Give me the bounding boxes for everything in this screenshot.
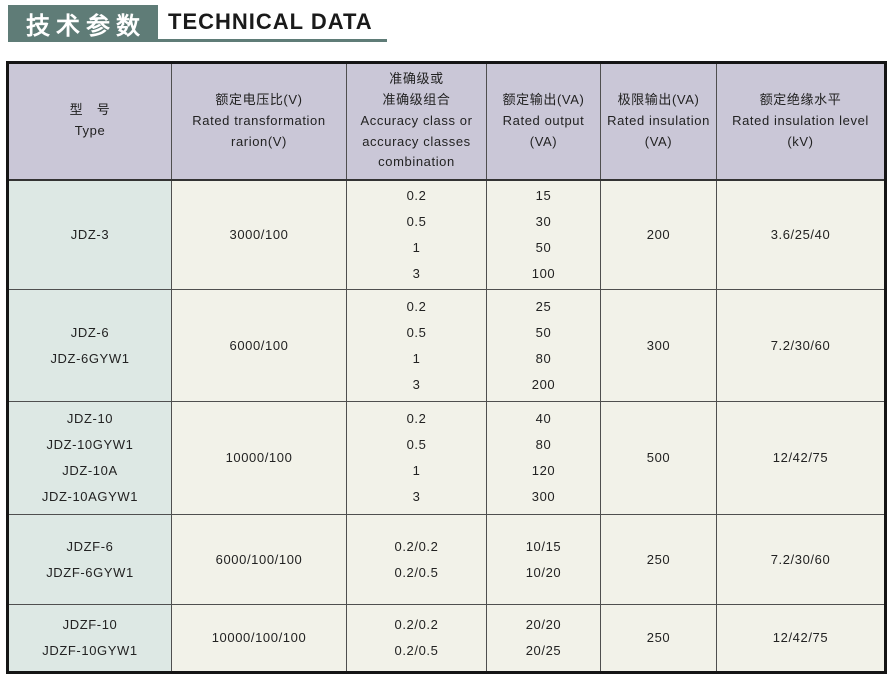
header-type: 型 号 Type [7,62,172,181]
cell-insulation-level: 12/42/75 [716,604,886,673]
header-limit-output: 极限输出(VA) Rated insulation (VA) [600,62,717,181]
technical-data-table: 型 号 Type 额定电压比(V) Rated transformation r… [6,61,887,674]
cell-limit-output: 300 [600,289,717,402]
table-row: JDZ-10 JDZ-10GYW1 JDZ-10A JDZ-10AGYW1 10… [7,401,886,515]
cell-type: JDZF-6 JDZF-6GYW1 [7,514,172,605]
cell-insulation-level: 7.2/30/60 [716,514,886,605]
cell-insulation-level: 3.6/25/40 [716,179,886,290]
cell-ratio: 10000/100/100 [171,604,347,673]
cell-rated-output: 25 50 80 200 [486,289,601,402]
cell-rated-output: 40 80 120 300 [486,401,601,515]
cell-limit-output: 250 [600,604,717,673]
cell-accuracy: 0.2/0.2 0.2/0.5 [346,604,487,673]
cell-limit-output: 500 [600,401,717,515]
cell-accuracy: 0.2 0.5 1 3 [346,401,487,515]
cell-ratio: 10000/100 [171,401,347,515]
table-row: JDZF-6 JDZF-6GYW1 6000/100/100 0.2/0.2 0… [7,514,886,605]
header-accuracy-class: 准确级或 准确级组合 Accuracy class or accuracy cl… [346,62,487,181]
cell-rated-output: 20/20 20/25 [486,604,601,673]
table-row: JDZF-10 JDZF-10GYW1 10000/100/100 0.2/0.… [7,604,886,673]
table-header-row: 型 号 Type 额定电压比(V) Rated transformation r… [7,62,886,181]
cell-accuracy: 0.2 0.5 1 3 [346,179,487,290]
page-header: 技术参数 TECHNICAL DATA [8,0,890,42]
cell-insulation-level: 12/42/75 [716,401,886,515]
header-insulation-level: 额定绝缘水平 Rated insulation level (kV) [716,62,886,181]
cell-accuracy: 0.2 0.5 1 3 [346,289,487,402]
cell-limit-output: 200 [600,179,717,290]
cell-ratio: 3000/100 [171,179,347,290]
table-row: JDZ-6 JDZ-6GYW1 6000/100 0.2 0.5 1 3 25 … [7,289,886,402]
cell-insulation-level: 7.2/30/60 [716,289,886,402]
table-row: JDZ-3 3000/100 0.2 0.5 1 3 15 30 50 100 … [7,179,886,290]
cell-rated-output: 10/15 10/20 [486,514,601,605]
cell-rated-output: 15 30 50 100 [486,179,601,290]
cell-ratio: 6000/100/100 [171,514,347,605]
cell-accuracy: 0.2/0.2 0.2/0.5 [346,514,487,605]
header-rated-transformation-ratio: 额定电压比(V) Rated transformation rarion(V) [171,62,347,181]
cell-ratio: 6000/100 [171,289,347,402]
cell-type: JDZF-10 JDZF-10GYW1 [7,604,172,673]
cell-limit-output: 250 [600,514,717,605]
page-title-english: TECHNICAL DATA [158,5,387,42]
cell-type: JDZ-3 [7,179,172,290]
header-rated-output: 额定输出(VA) Rated output (VA) [486,62,601,181]
cell-type: JDZ-10 JDZ-10GYW1 JDZ-10A JDZ-10AGYW1 [7,401,172,515]
page-title-chinese: 技术参数 [8,5,158,42]
cell-type: JDZ-6 JDZ-6GYW1 [7,289,172,402]
